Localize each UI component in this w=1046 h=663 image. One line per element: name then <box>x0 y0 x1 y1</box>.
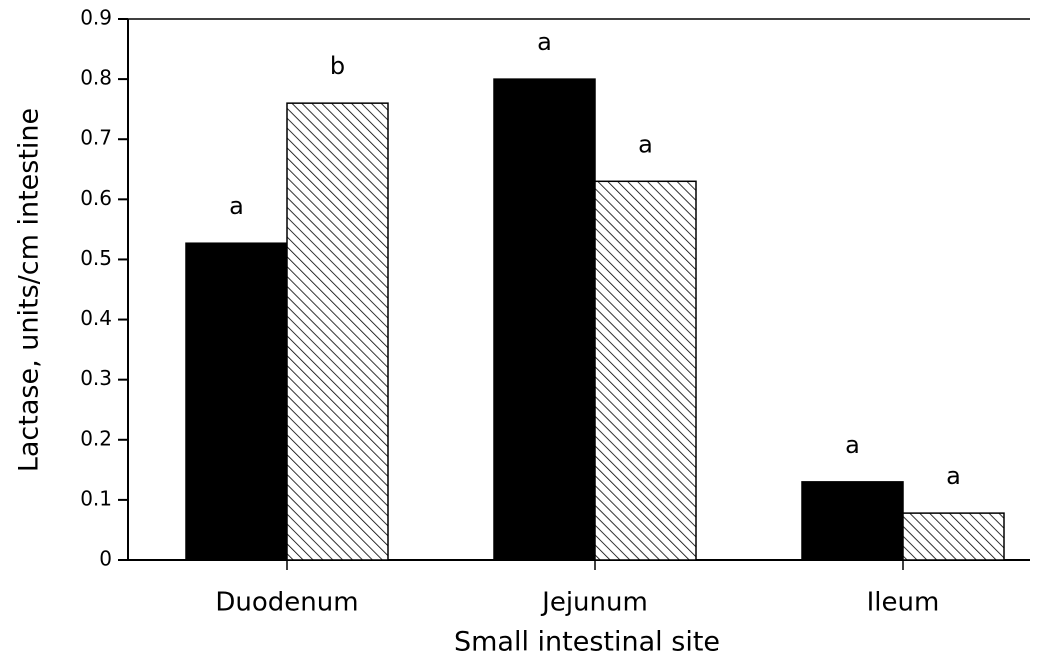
y-tick-label: 0.5 <box>80 246 112 270</box>
x-tick-label: Duodenum <box>215 588 358 618</box>
bar <box>801 481 904 561</box>
y-tick-label: 0.9 <box>80 6 112 30</box>
bar-letter: a <box>845 431 860 459</box>
bar <box>185 242 288 561</box>
x-tick-label: Ileum <box>867 588 940 618</box>
bar-letter: b <box>330 52 345 80</box>
y-tick-label: 0.6 <box>80 186 112 210</box>
y-tick-label: 0.3 <box>80 366 112 390</box>
bar-letter: a <box>537 28 552 56</box>
y-tick-label: 0 <box>99 547 112 571</box>
x-axis-label: Small intestinal site <box>454 627 720 658</box>
y-axis-label: Lactase, units/cm intestine <box>14 108 45 472</box>
bar <box>902 512 1005 561</box>
y-tick-label: 0.1 <box>80 486 112 510</box>
y-tick-label: 0.2 <box>80 426 112 450</box>
y-tick-label: 0.8 <box>80 66 112 90</box>
bar-letter: a <box>638 130 653 158</box>
x-tick-label: Jejunum <box>540 588 648 618</box>
y-tick-label: 0.7 <box>80 126 112 150</box>
bar <box>594 180 697 561</box>
bar <box>286 102 389 561</box>
bar <box>493 78 596 561</box>
bar-letter: a <box>229 192 244 220</box>
bar-letter: a <box>946 462 961 490</box>
y-tick-label: 0.4 <box>80 306 112 330</box>
